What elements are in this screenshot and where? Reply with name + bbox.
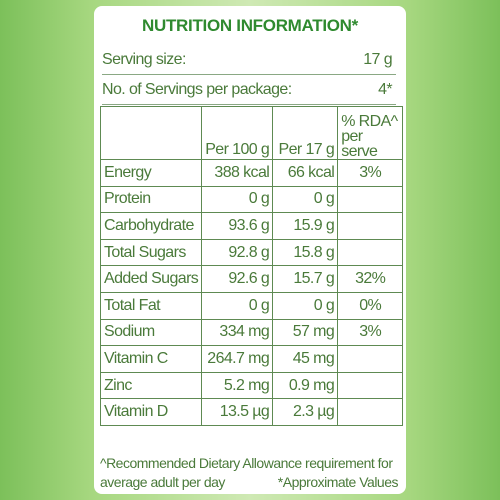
nutrient-value: 0 g xyxy=(201,185,274,214)
nutrient-value: 32% xyxy=(337,265,404,293)
serving-row: Serving size: 17 g xyxy=(102,44,396,75)
nutrient-name: Total Sugars xyxy=(99,238,203,267)
footnote: *Approximate Values xyxy=(277,474,399,490)
nutrient-value: 0 g xyxy=(272,291,339,320)
table-row: Vitamin C 264.7 mg 45 mg xyxy=(99,345,404,373)
nutrient-value: 2.3 µg xyxy=(272,398,339,426)
title: NUTRITION INFORMATION* xyxy=(142,16,358,35)
nutrient-value: 3% xyxy=(337,318,404,347)
nutrition-table: Per 100 g Per 17 g% RDA^ per serve Energy 3… xyxy=(99,106,404,426)
nutrient-value: 66 kcal xyxy=(272,159,339,187)
table-row: Zinc 5.2 mg 0.9 mg xyxy=(99,371,404,400)
nutrient-value: 15.7 g xyxy=(272,265,339,293)
nutrient-name: Carbohydrate xyxy=(99,212,203,240)
nutrient-value: 15.9 g xyxy=(272,212,339,240)
table-row: Vitamin D 13.5 µg 2.3 µg xyxy=(99,398,404,426)
nutrient-value: 264.7 mg xyxy=(201,345,274,373)
footnote: ^Recommended Dietary Allowance requireme… xyxy=(100,455,393,490)
header-cell: % RDA^ per serve xyxy=(337,106,404,160)
nutrient-name: Vitamin C xyxy=(99,345,203,373)
nutrient-value: 0 g xyxy=(201,291,274,320)
serving-label: Serving size: xyxy=(102,51,186,68)
label-panel: NUTRITION INFORMATION* Serving size: 17 g… xyxy=(94,6,406,494)
nutrient-value: 3% xyxy=(337,159,404,187)
table-row: Added Sugars 92.6 g 15.7 g 32% xyxy=(99,265,404,293)
table-row: Carbohydrate 93.6 g 15.9 g xyxy=(99,212,404,240)
nutrient-name: Total Fat xyxy=(99,291,203,320)
table-row: Sodium 334 mg 57 mg 3% xyxy=(99,318,404,347)
nutrient-name: Zinc xyxy=(99,371,203,400)
nutrient-name: Energy xyxy=(99,159,203,187)
nutrient-value xyxy=(337,345,404,373)
nutrient-value: 388 kcal xyxy=(201,159,274,187)
nutrient-value: 0% xyxy=(337,291,404,320)
header-cell xyxy=(99,106,203,160)
nutrient-value: 0 g xyxy=(272,185,339,214)
nutrient-value xyxy=(337,238,404,267)
nutrient-value xyxy=(337,212,404,240)
serving-value: 4* xyxy=(378,81,393,98)
header-row: Per 100 g Per 17 g% RDA^ per serve xyxy=(99,106,404,160)
nutrient-value: 93.6 g xyxy=(201,212,274,240)
header-cell: Per 17 g xyxy=(272,106,339,160)
nutrient-value: 57 mg xyxy=(272,318,339,347)
nutrient-value xyxy=(337,185,404,214)
serving-label: No. of Servings per package: xyxy=(102,81,292,98)
header-cell: Per 100 g xyxy=(201,106,274,160)
serving-row: No. of Servings per package: 4* xyxy=(102,74,396,105)
table-row: Total Sugars 92.8 g 15.8 g xyxy=(99,238,404,267)
nutrient-name: Protein xyxy=(99,185,203,214)
nutrient-value: 13.5 µg xyxy=(201,398,274,426)
nutrient-value: 45 mg xyxy=(272,345,339,373)
nutrient-value: 5.2 mg xyxy=(201,371,274,400)
nutrient-value xyxy=(337,398,404,426)
nutrient-value: 92.8 g xyxy=(201,238,274,267)
nutrient-value xyxy=(337,371,404,400)
nutrient-value: 0.9 mg xyxy=(272,371,339,400)
serving-value: 17 g xyxy=(363,51,392,68)
nutrient-name: Vitamin D xyxy=(99,398,203,426)
table-row: Energy 388 kcal 66 kcal 3% xyxy=(99,159,404,187)
nutrient-value: 15.8 g xyxy=(272,238,339,267)
nutrient-value: 92.6 g xyxy=(201,265,274,293)
nutrient-name: Added Sugars xyxy=(99,265,203,293)
nutrient-value: 334 mg xyxy=(201,318,274,347)
nutrient-name: Sodium xyxy=(99,318,203,347)
